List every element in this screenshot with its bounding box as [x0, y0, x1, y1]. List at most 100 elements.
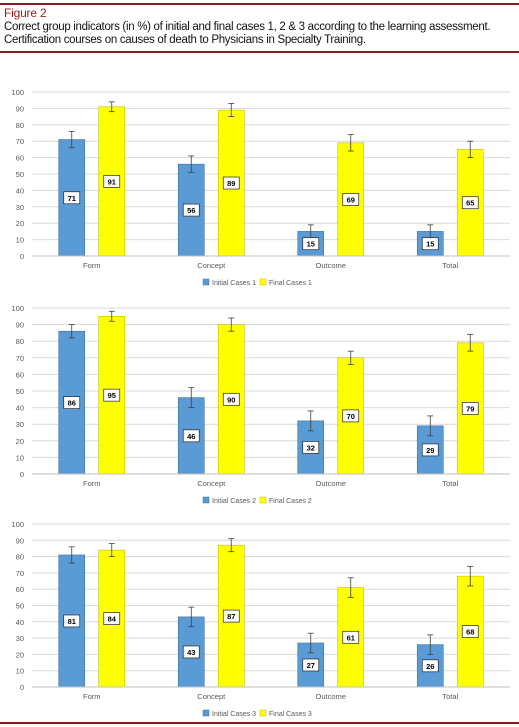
category-label: Total [442, 692, 458, 701]
data-label: 27 [307, 661, 315, 670]
data-label-box [63, 396, 81, 409]
y-tick-label: 60 [16, 370, 24, 379]
category-label: Outcome [316, 479, 346, 488]
data-label-box [461, 625, 479, 638]
y-tick-label: 30 [16, 203, 24, 212]
y-tick-label: 50 [16, 170, 24, 179]
data-label: 43 [187, 648, 195, 657]
y-tick-label: 60 [16, 154, 24, 163]
data-label: 65 [466, 199, 474, 208]
data-label: 89 [227, 179, 235, 188]
data-label: 91 [108, 177, 116, 186]
legend-label: Final Cases 1 [269, 280, 312, 287]
data-label: 15 [426, 240, 434, 249]
legend-label: Initial Cases 1 [212, 280, 256, 287]
data-label-box [182, 429, 200, 443]
y-tick-label: 20 [16, 437, 24, 446]
y-tick-label: 50 [16, 602, 24, 611]
chart-1: 0 10 20 30 40 50 60 70 80 90 100 71 91 Form 56 89 Concep… [11, 88, 510, 287]
data-label: 86 [68, 399, 76, 408]
caption-rule [0, 51, 519, 53]
legend-swatch [202, 709, 210, 717]
category-label: Form [83, 261, 101, 270]
y-tick-label: 90 [16, 104, 24, 113]
data-label: 46 [187, 432, 195, 441]
category-label: Outcome [316, 692, 346, 701]
data-label: 15 [307, 240, 315, 249]
category-label: Concept [197, 479, 226, 488]
data-label-box [103, 175, 121, 188]
data-label-box [421, 237, 439, 251]
y-tick-label: 100 [11, 520, 24, 529]
data-label-box [222, 392, 240, 406]
y-tick-label: 80 [16, 337, 24, 346]
y-tick-label: 0 [20, 252, 24, 261]
y-tick-label: 70 [16, 569, 24, 578]
data-label-box [342, 630, 360, 644]
y-tick-label: 30 [16, 634, 24, 643]
data-label: 29 [426, 446, 434, 455]
chart-panel-3: 0 10 20 30 40 50 60 70 80 90 100 81 84 Form 43 87 Concep… [0, 517, 519, 727]
bottom-rule [0, 722, 519, 724]
data-label-box [342, 193, 360, 206]
legend-label: Final Cases 2 [269, 498, 312, 505]
y-tick-label: 100 [11, 304, 24, 313]
data-label: 70 [347, 412, 355, 421]
data-label-box [461, 196, 479, 210]
y-tick-label: 0 [20, 683, 24, 692]
data-label-box [222, 176, 240, 190]
data-label-box [182, 645, 200, 659]
data-label: 61 [347, 633, 355, 642]
chart-panel-1: 0 10 20 30 40 50 60 70 80 90 100 71 91 Form 56 89 Concep… [0, 84, 519, 301]
y-tick-label: 10 [16, 236, 24, 245]
y-tick-label: 70 [16, 354, 24, 363]
data-label: 26 [426, 662, 434, 671]
y-tick-label: 60 [16, 585, 24, 594]
y-tick-label: 80 [16, 553, 24, 562]
y-tick-label: 10 [16, 667, 24, 676]
y-tick-label: 30 [16, 420, 24, 429]
data-label-box [302, 658, 320, 672]
y-tick-label: 90 [16, 536, 24, 545]
y-tick-label: 100 [11, 88, 24, 97]
data-label-box [421, 659, 439, 673]
chart-2: 0 10 20 30 40 50 60 70 80 90 100 86 95 Form 46 90 Concep… [11, 304, 510, 505]
y-tick-label: 20 [16, 219, 24, 228]
y-tick-label: 40 [16, 404, 24, 413]
category-label: Total [442, 261, 458, 270]
data-label-box [103, 388, 121, 402]
data-label: 79 [466, 404, 474, 413]
legend-swatch [259, 278, 267, 286]
y-tick-label: 10 [16, 453, 24, 462]
y-tick-label: 40 [16, 618, 24, 627]
data-label-box [103, 612, 121, 625]
y-tick-label: 50 [16, 387, 24, 396]
data-label-box [302, 237, 320, 251]
y-tick-label: 40 [16, 186, 24, 195]
category-label: Concept [197, 692, 226, 701]
y-tick-label: 80 [16, 121, 24, 130]
data-label-box [342, 409, 360, 423]
data-label: 32 [307, 443, 315, 452]
data-label-box [182, 203, 200, 217]
data-label: 95 [108, 391, 116, 400]
legend-label: Final Cases 3 [269, 711, 312, 718]
data-label: 87 [227, 612, 235, 621]
legend-swatch [202, 496, 210, 504]
data-label: 84 [108, 615, 117, 624]
top-rule [0, 3, 519, 5]
legend-swatch [202, 278, 210, 286]
data-label-box [222, 609, 240, 623]
figure-label: Figure 2 [4, 6, 47, 20]
category-label: Form [83, 479, 101, 488]
data-label-box [302, 441, 320, 454]
category-label: Form [83, 692, 101, 701]
legend-swatch [259, 496, 267, 504]
legend-swatch [259, 709, 267, 717]
category-label: Total [442, 479, 458, 488]
figure-caption: Correct group indicators (in %) of initi… [4, 21, 491, 46]
data-label-box [63, 191, 81, 205]
data-label: 56 [187, 206, 195, 215]
data-label: 81 [68, 617, 76, 626]
data-label: 68 [466, 628, 474, 637]
